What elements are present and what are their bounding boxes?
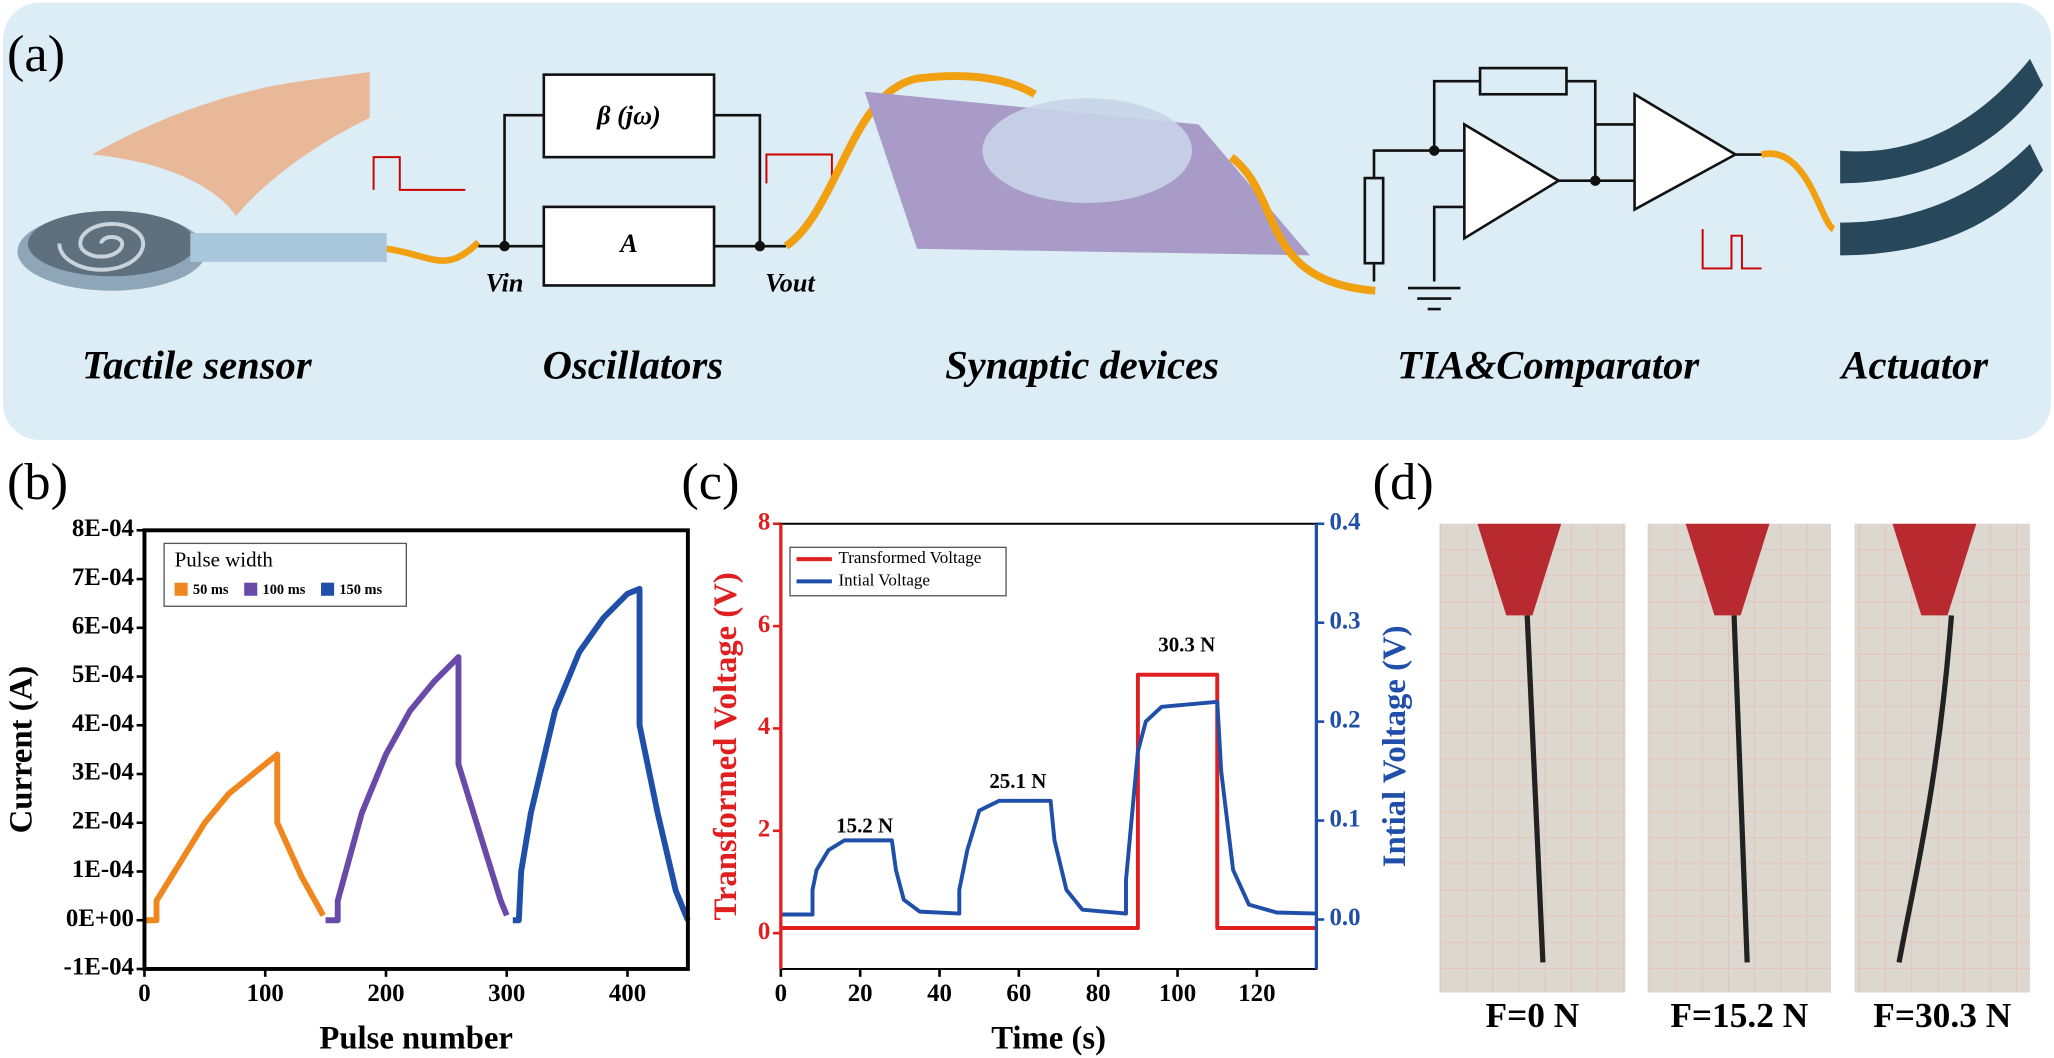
series-line <box>780 672 1317 930</box>
stage-label: Synaptic devices <box>945 343 1219 388</box>
tia-comparator-circuit <box>1363 66 1762 311</box>
block-label: β (jω) <box>596 101 661 130</box>
node-label: Vin <box>486 268 524 297</box>
y-tick-label: 7E-04 <box>72 564 134 591</box>
actuator-drawing <box>1701 58 2044 270</box>
legend-swatch <box>321 582 335 596</box>
x-tick-label: 20 <box>848 980 873 1007</box>
stage-label: Oscillators <box>543 343 723 388</box>
photo-caption: F=30.3 N <box>1873 995 2011 1035</box>
plot-frame <box>142 528 690 971</box>
x-axis-title: Time (s) <box>991 1020 1106 1056</box>
tactile-sensor-drawing <box>17 72 481 291</box>
oscillator-circuit <box>478 73 833 287</box>
y-tick-label: 4E-04 <box>72 710 134 737</box>
stage-label: Actuator <box>1838 343 1989 388</box>
x-tick-label: 120 <box>1238 980 1275 1007</box>
legend-swatch <box>174 582 188 596</box>
x-tick-label: 80 <box>1086 980 1111 1007</box>
y-axis-title: Current (A) <box>4 666 40 834</box>
y-tick-label: 2E-04 <box>72 807 134 834</box>
y-tick-label: 2 <box>758 815 770 842</box>
annotation: 30.3 N <box>1158 633 1215 657</box>
x-tick-label: 400 <box>609 980 646 1007</box>
x-tick-label: 60 <box>1006 980 1031 1007</box>
y-tick-label: 4 <box>758 713 770 740</box>
panel-label: (c) <box>681 453 739 511</box>
y-tick-label: 5E-04 <box>72 661 134 688</box>
y-tick-label: 8 <box>758 508 770 535</box>
y-tick-label: 0 <box>758 918 770 945</box>
x-tick-label: 0 <box>138 980 150 1007</box>
x-axis-title: Pulse number <box>319 1020 513 1056</box>
y-tick-label: 0E+00 <box>66 905 134 932</box>
node-label: Vout <box>765 268 815 297</box>
x-tick-label: 0 <box>775 980 787 1007</box>
y2-tick-label: 0.3 <box>1329 607 1360 634</box>
stage-label: TIA&Comparator <box>1397 343 1700 388</box>
y-axis-title: Transformed Voltage (V) <box>708 572 744 920</box>
block-label: A <box>618 229 637 258</box>
series-line <box>144 751 326 924</box>
y2-tick-label: 0.2 <box>1329 706 1360 733</box>
annotation: 15.2 N <box>836 813 893 837</box>
legend-box <box>789 546 1007 597</box>
x-tick-label: 100 <box>1159 980 1196 1007</box>
series-line <box>780 699 1317 917</box>
photos <box>1439 523 2031 993</box>
photo-caption: F=0 N <box>1486 995 1580 1035</box>
legend-box <box>163 542 407 607</box>
y-tick-label: 8E-04 <box>72 515 134 542</box>
x-tick-label: 40 <box>927 980 952 1007</box>
y-tick-label: 1E-04 <box>72 856 134 883</box>
y2-tick-label: 0.1 <box>1329 805 1360 832</box>
legend-swatch <box>244 582 258 596</box>
y2-tick-label: 0.4 <box>1329 508 1360 535</box>
series-line <box>325 654 510 924</box>
legend-label: 50 ms <box>193 582 229 598</box>
x-tick-label: 300 <box>488 980 525 1007</box>
x-tick-label: 200 <box>367 980 404 1007</box>
y-tick-label: 6E-04 <box>72 612 134 639</box>
x-tick-label: 100 <box>247 980 284 1007</box>
legend-label: Transformed Voltage <box>838 548 981 567</box>
series-line <box>512 585 691 924</box>
y-tick-label: 3E-04 <box>72 759 134 786</box>
synaptic-device-drawing <box>783 72 1376 295</box>
y-tick-label: 6 <box>758 611 770 638</box>
legend-label: 100 ms <box>263 582 306 598</box>
y2-axis-title: Intial Voltage (V) <box>1377 625 1413 867</box>
y-tick-label: -1E-04 <box>64 954 134 981</box>
stage-label: Tactile sensor <box>82 343 313 388</box>
annotation: 25.1 N <box>989 769 1046 793</box>
photo-caption: F=15.2 N <box>1670 995 1808 1035</box>
panel-label: (a) <box>7 25 65 83</box>
legend-label: 150 ms <box>339 582 382 598</box>
legend-title: Pulse width <box>175 548 274 572</box>
panel-label: (b) <box>7 453 68 511</box>
y2-tick-label: 0.0 <box>1329 904 1360 931</box>
panel-label: (d) <box>1373 453 1434 511</box>
legend-label: Intial Voltage <box>838 570 930 589</box>
